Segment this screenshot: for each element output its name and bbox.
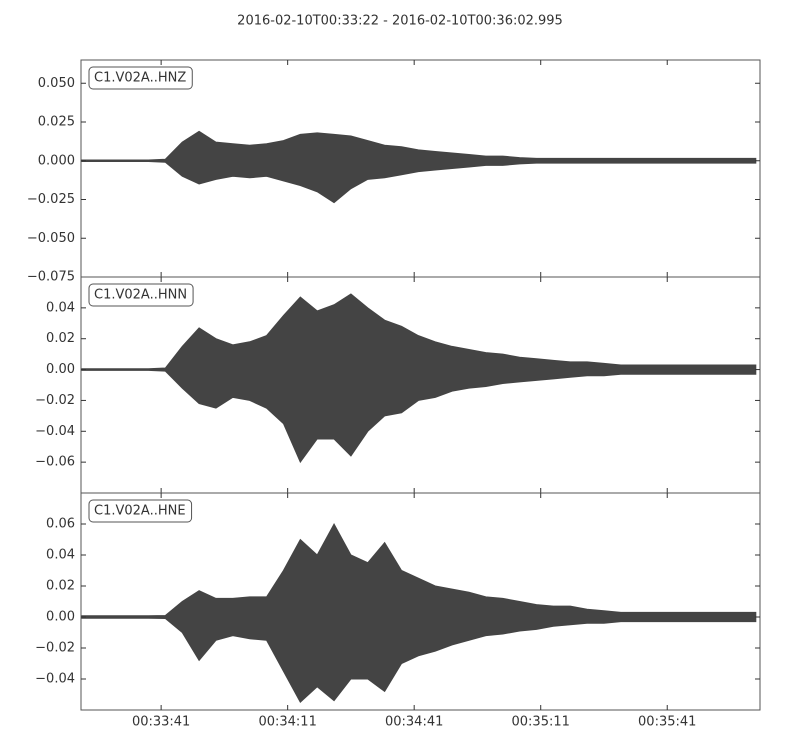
x-tick-label: 00:33:41 bbox=[132, 715, 190, 730]
trace-high bbox=[80, 293, 757, 371]
y-tick-label: 0.00 bbox=[46, 610, 75, 625]
y-tick-label: 0.050 bbox=[38, 76, 75, 91]
trace-low bbox=[80, 616, 757, 704]
y-tick-label: 0.00 bbox=[46, 362, 75, 377]
y-tick-label: 0.025 bbox=[38, 115, 75, 130]
y-tick-label: 0.02 bbox=[46, 579, 75, 594]
figure-title: 2016-02-10T00:33:22 - 2016-02-10T00:36:0… bbox=[237, 14, 563, 29]
x-tick-label: 00:35:41 bbox=[638, 715, 696, 730]
panel-frame bbox=[80, 492, 761, 711]
trace-label-box bbox=[88, 283, 194, 307]
y-tick-label: −0.06 bbox=[35, 455, 75, 470]
x-tick-label: 00:35:11 bbox=[512, 715, 570, 730]
y-tick-label: −0.075 bbox=[27, 270, 75, 285]
trace-label: C1.V02A..HNN bbox=[94, 288, 187, 303]
y-tick-label: −0.025 bbox=[27, 192, 75, 207]
trace-high bbox=[80, 130, 757, 162]
y-tick-label: 0.04 bbox=[46, 300, 75, 315]
y-tick-label: 0.04 bbox=[46, 548, 75, 563]
y-tick-label: −0.04 bbox=[35, 424, 75, 439]
trace-low bbox=[80, 369, 757, 464]
trace-label: C1.V02A..HNE bbox=[94, 504, 186, 519]
y-tick-label: −0.02 bbox=[35, 393, 75, 408]
trace-low bbox=[80, 160, 757, 204]
y-tick-label: −0.04 bbox=[35, 672, 75, 687]
y-tick-label: 0.06 bbox=[46, 517, 75, 532]
trace-label-box bbox=[88, 66, 193, 90]
trace-high bbox=[80, 522, 757, 618]
y-tick-label: 0.02 bbox=[46, 331, 75, 346]
y-tick-label: −0.02 bbox=[35, 641, 75, 656]
trace-label: C1.V02A..HNZ bbox=[94, 71, 186, 86]
y-tick-label: 0.000 bbox=[38, 153, 75, 168]
trace-label-box bbox=[88, 499, 193, 523]
x-tick-label: 00:34:11 bbox=[258, 715, 316, 730]
y-tick-label: −0.050 bbox=[27, 231, 75, 246]
x-tick-label: 00:34:41 bbox=[385, 715, 443, 730]
